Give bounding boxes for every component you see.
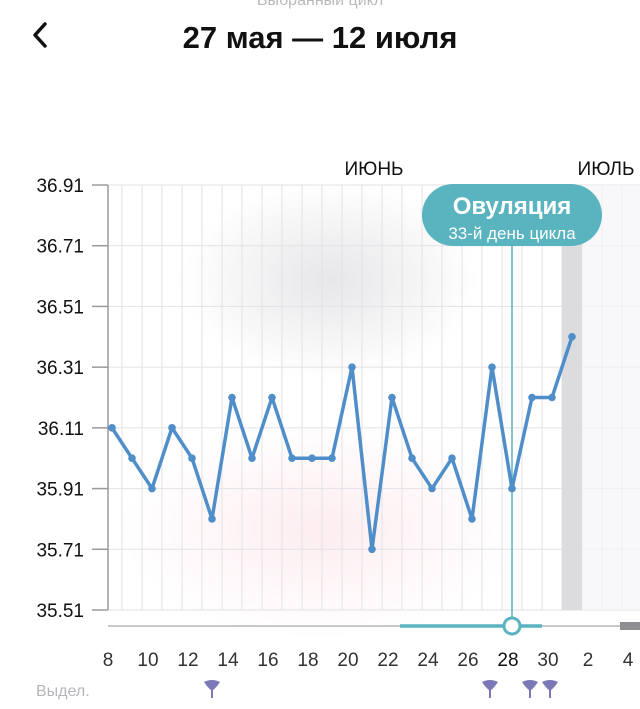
data-point[interactable]: [328, 454, 336, 463]
data-point[interactable]: [508, 484, 516, 493]
data-point[interactable]: [408, 454, 416, 463]
x-tick-label: 14: [217, 650, 239, 671]
x-tick-label: 22: [377, 650, 398, 671]
ovulation-title: Овуляция: [453, 193, 572, 220]
scrubber-handle[interactable]: [502, 616, 522, 636]
data-point[interactable]: [348, 363, 356, 371]
data-point[interactable]: [308, 454, 316, 463]
x-tick-label: 8: [103, 650, 114, 671]
y-tick-label: 36.31: [36, 358, 84, 379]
x-tick-label: 2: [583, 650, 594, 671]
y-tick-label: 36.11: [38, 419, 84, 440]
x-tick-label: 26: [457, 650, 478, 671]
x-tick-label: 24: [417, 650, 439, 671]
x-tick-label: 20: [337, 650, 358, 671]
data-point[interactable]: [268, 393, 276, 402]
y-tick-label: 36.91: [36, 176, 84, 197]
data-point[interactable]: [568, 332, 576, 341]
ovulation-subtitle: 33-й день цикла: [448, 224, 576, 243]
data-point[interactable]: [388, 393, 396, 402]
data-point[interactable]: [148, 484, 156, 493]
x-tick-label: 4: [623, 650, 634, 671]
chevron-left-icon: [33, 22, 47, 48]
header: Выбранный цикл 27 мая — 12 июля: [0, 0, 640, 80]
month-label-june: ИЮНЬ: [344, 159, 403, 180]
data-point[interactable]: [108, 424, 116, 432]
y-tick-label: 36.71: [36, 237, 84, 258]
data-point[interactable]: [488, 363, 496, 371]
future-area: [582, 185, 640, 610]
scrubber-end-marker: [620, 622, 640, 630]
x-tick-label: 18: [297, 650, 318, 671]
data-point[interactable]: [168, 424, 176, 432]
discharge-icon[interactable]: [542, 680, 558, 698]
data-point[interactable]: [188, 454, 196, 463]
data-point[interactable]: [248, 454, 256, 463]
data-point[interactable]: [228, 393, 236, 402]
x-tick-label: 16: [257, 650, 278, 671]
data-point[interactable]: [548, 393, 556, 402]
x-tick-label: 28: [497, 650, 518, 671]
data-point[interactable]: [448, 454, 456, 463]
y-tick-label: 35.71: [36, 540, 84, 561]
data-point[interactable]: [368, 545, 376, 554]
discharge-label: Выдел.: [36, 683, 90, 700]
ovulation-badge[interactable]: Овуляция 33-й день цикла: [422, 184, 602, 246]
data-point[interactable]: [468, 515, 476, 523]
temperature-line: [110, 336, 574, 552]
back-button[interactable]: [30, 20, 50, 57]
data-point[interactable]: [128, 454, 136, 463]
month-label-july: ИЮЛЬ: [578, 159, 635, 180]
x-tick-label: 12: [177, 650, 198, 671]
y-tick-label: 36.51: [36, 297, 84, 318]
future-band: [562, 185, 582, 610]
data-point[interactable]: [528, 393, 536, 402]
y-tick-label: 35.91: [36, 480, 84, 501]
discharge-icon[interactable]: [482, 680, 498, 698]
discharge-icon[interactable]: [204, 680, 220, 698]
header-subtitle: Выбранный цикл: [256, 0, 384, 9]
y-tick-label: 35.51: [36, 601, 84, 622]
x-tick-label: 30: [537, 650, 558, 671]
page-title: 27 мая — 12 июля: [182, 20, 458, 55]
data-point[interactable]: [208, 515, 216, 523]
x-tick-label: 10: [137, 650, 158, 671]
discharge-icon[interactable]: [522, 680, 538, 698]
data-point[interactable]: [288, 454, 296, 463]
data-point[interactable]: [428, 484, 436, 493]
